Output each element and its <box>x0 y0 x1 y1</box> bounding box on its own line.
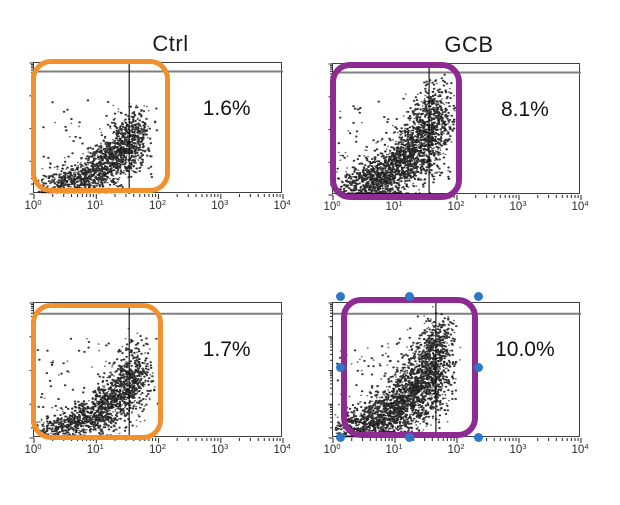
gate-rect-purple[interactable] <box>330 62 463 200</box>
x-tick-label: 101 <box>385 442 403 456</box>
selection-handle[interactable] <box>473 362 483 372</box>
x-tick-label: 104 <box>571 199 589 213</box>
x-tick-label: 104 <box>273 442 291 456</box>
x-axis-tick-labels: 100 101 102 103 104 <box>324 199 589 219</box>
x-axis-tick-labels: 100 101 102 103 104 <box>324 442 589 462</box>
selection-handle[interactable] <box>336 433 346 443</box>
selection-handle[interactable] <box>473 433 483 443</box>
selection-handle[interactable] <box>405 292 414 302</box>
scatter-plot <box>328 302 582 443</box>
x-tick-label: 101 <box>385 199 403 213</box>
gate-rect-purple-selected[interactable] <box>340 296 478 438</box>
x-tick-label: 103 <box>509 442 527 456</box>
flow-panel-bottom-right: 10.0% 100 101 102 103 104 <box>324 292 588 456</box>
plot-box: 10.0% <box>328 302 582 443</box>
x-tick-label: 101 <box>86 198 104 212</box>
x-tick-label: 104 <box>273 198 291 212</box>
x-tick-label: 103 <box>509 199 527 213</box>
selection-handle[interactable] <box>405 433 414 443</box>
gate-percent-label: 1.6% <box>202 96 251 120</box>
x-tick-label: 103 <box>211 198 229 212</box>
flow-panel-bottom-left: 1.7% 100 101 102 103 104 <box>25 302 290 456</box>
flow-panel-top-right: GCB 8.1% 100 101 102 103 104 <box>324 32 589 213</box>
flow-panel-top-left: Ctrl 1.6% 100 101 102 103 104 <box>25 31 291 212</box>
x-tick-label: 100 <box>323 442 341 456</box>
x-tick-label: 103 <box>211 442 229 456</box>
gate-percent-label: 1.7% <box>202 337 251 361</box>
selection-handle[interactable] <box>336 362 346 372</box>
plot-box: 1.6% <box>29 62 284 199</box>
x-tick-label: 100 <box>323 199 341 213</box>
panel-title-gcb: GCB <box>444 32 494 57</box>
x-tick-label: 100 <box>24 198 42 212</box>
x-tick-label: 101 <box>86 442 104 456</box>
panel-title-ctrl: Ctrl <box>152 31 189 56</box>
x-axis-tick-labels: 100 101 102 103 104 <box>25 442 291 462</box>
x-tick-label: 104 <box>571 442 589 456</box>
x-tick-label: 102 <box>447 442 465 456</box>
x-tick-label: 102 <box>149 442 166 456</box>
gate-percent-label: 8.1% <box>500 97 549 121</box>
x-axis-tick-labels: 100 101 102 103 104 <box>25 198 291 218</box>
gate-rect-orange[interactable] <box>31 303 164 441</box>
x-tick-label: 100 <box>24 442 42 456</box>
gate-rect-orange[interactable] <box>31 59 170 193</box>
gate-percent-label: 10.0% <box>495 337 555 361</box>
x-tick-label: 102 <box>447 199 465 213</box>
x-tick-label: 102 <box>149 198 166 212</box>
selection-handle[interactable] <box>473 292 483 302</box>
selection-handle[interactable] <box>336 292 346 302</box>
